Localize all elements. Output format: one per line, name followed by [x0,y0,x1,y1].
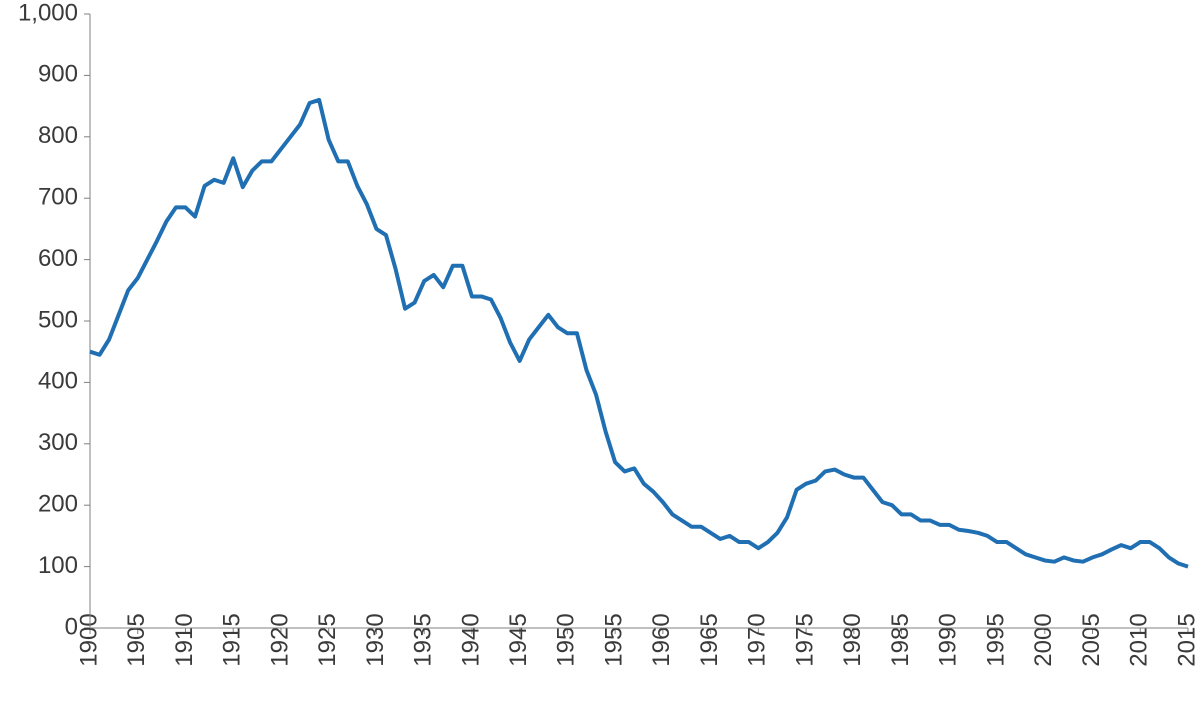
x-tick-label: 1945 [505,613,532,666]
y-tick-label: 1,000 [18,0,78,26]
x-tick-label: 1980 [839,613,866,666]
x-tick-label: 1965 [696,613,723,666]
x-tick-label: 1905 [123,613,150,666]
series-value [90,100,1188,567]
y-tick-label: 800 [38,122,78,149]
x-tick-label: 1940 [457,613,484,666]
x-tick-label: 1930 [362,613,389,666]
y-tick-label: 400 [38,368,78,395]
y-tick-label: 900 [38,61,78,88]
x-tick-label: 1920 [266,613,293,666]
x-tick-label: 1960 [648,613,675,666]
x-tick-label: 2010 [1126,613,1153,666]
x-tick-label: 1975 [791,613,818,666]
x-tick-label: 1950 [553,613,580,666]
y-tick-label: 200 [38,491,78,518]
y-tick-label: 100 [38,552,78,579]
x-tick-label: 2015 [1173,613,1200,666]
line-chart: 01002003004005006007008009001,0001900190… [0,0,1200,708]
y-tick-label: 500 [38,306,78,333]
x-tick-label: 1915 [219,613,246,666]
x-tick-label: 1985 [887,613,914,666]
x-tick-label: 1910 [171,613,198,666]
x-tick-label: 1935 [410,613,437,666]
x-tick-label: 1990 [935,613,962,666]
y-tick-label: 700 [38,184,78,211]
x-tick-label: 2000 [1030,613,1057,666]
y-tick-label: 300 [38,429,78,456]
x-tick-label: 1955 [600,613,627,666]
x-tick-label: 1900 [75,613,102,666]
x-tick-label: 2005 [1078,613,1105,666]
x-tick-label: 1970 [744,613,771,666]
x-tick-label: 1925 [314,613,341,666]
y-tick-label: 600 [38,245,78,272]
x-tick-label: 1995 [982,613,1009,666]
